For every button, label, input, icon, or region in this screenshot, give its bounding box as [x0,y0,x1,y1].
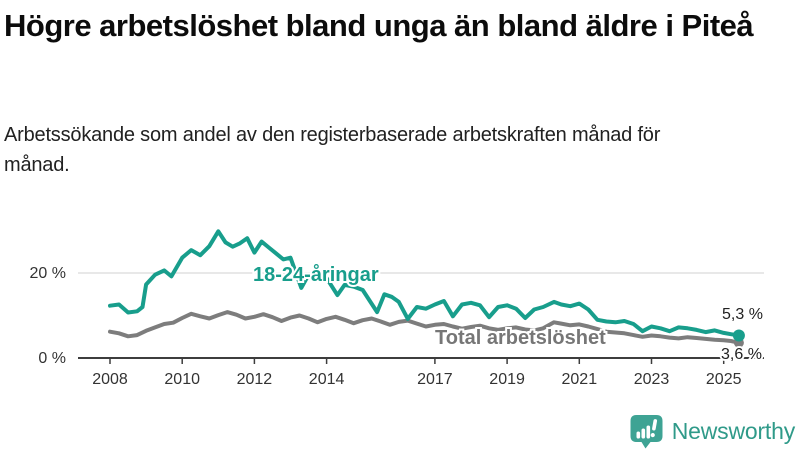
series-line-youth [108,229,741,338]
x-tick-label: 2014 [309,371,345,388]
x-axis-ticks: 2008 2010 2012 2014 2017 2019 2021 2023 2025 [92,358,742,388]
x-tick-label: 2008 [92,371,128,388]
newsworthy-logo: Newsworthy [628,413,795,449]
unemployment-line-chart: 20 % 0 % 2008 2010 2012 2014 2017 2019 2021 202… [30,229,765,388]
x-tick-label: 2019 [489,371,525,388]
x-tick-label: 2017 [417,371,453,388]
page-subtitle: Arbetssökande som andel av den registerb… [4,124,661,176]
y-axis-label-0: 0 % [38,350,66,367]
end-value-label-youth: 5,3 % [722,306,763,323]
end-value-label-total: 3,6 % [721,346,762,363]
x-tick-label: 2021 [562,371,598,388]
series-label-total: Total arbetslöshet [435,327,606,349]
series-end-dot-youth [732,329,745,342]
x-tick-label: 2023 [634,371,670,388]
chart-area: 20 % 0 % 2008 2010 2012 2014 2017 2019 2021 202… [0,200,800,395]
series-label-youth: 18-24-åringar [253,263,379,286]
newsworthy-logo-text: Newsworthy [671,417,795,444]
x-tick-label: 2012 [237,371,273,388]
x-tick-label: 2025 [706,371,742,388]
y-axis-label-20: 20 % [30,265,66,282]
newsworthy-logo-icon [630,415,663,449]
page-title: Högre arbetslöshet bland unga än bland ä… [4,8,754,43]
x-tick-label: 2010 [164,371,200,388]
series-line-total [108,310,741,345]
